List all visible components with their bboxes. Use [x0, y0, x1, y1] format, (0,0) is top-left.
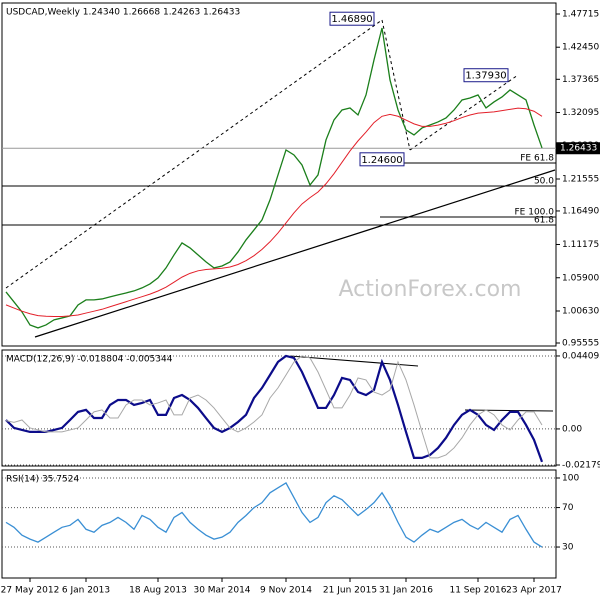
price-annotation: 1.24600	[361, 155, 402, 166]
series-line	[5, 482, 543, 548]
fib-level-label: 61.8	[534, 215, 554, 225]
y-tick-label: -0.021799	[562, 461, 600, 471]
y-tick-label: 0.00	[562, 424, 582, 434]
x-tick-label: 18 Aug 2013	[129, 586, 187, 596]
y-tick-label: 30	[562, 543, 574, 553]
trend-line	[34, 169, 556, 338]
price-annotation-box	[463, 68, 509, 83]
fib-level-label: 50.0	[534, 176, 554, 186]
y-tick-label: 0.044093	[562, 351, 600, 361]
x-tick-label: 11 Sep 2016	[449, 586, 506, 596]
price-annotation-box	[329, 11, 375, 26]
y-tick-label: 70	[562, 503, 574, 513]
series-line	[5, 107, 543, 318]
price-annotation: 1.46890	[331, 14, 372, 25]
y-tick-label: 1.21555	[562, 175, 599, 185]
x-tick-label: 30 Mar 2014	[193, 586, 250, 596]
panel-title: MACD(12,26,9) -0.018804 -0.005344	[6, 355, 173, 365]
y-tick-label: 1.32095	[562, 108, 599, 118]
fib-guide	[409, 74, 519, 151]
y-tick-label: 1.05900	[562, 273, 599, 283]
y-tick-label: 1.37365	[562, 75, 599, 85]
y-tick-label: 1.11175	[562, 240, 599, 250]
price-annotation: 1.37930	[465, 71, 506, 82]
panel-title: USDCAD,Weekly 1.24340 1.26668 1.24263 1.…	[6, 8, 240, 18]
x-tick-label: 23 Apr 2017	[506, 586, 562, 596]
divergence-line	[289, 355, 419, 367]
y-tick-label: 100	[562, 473, 579, 483]
y-tick-label: 0.95555	[562, 339, 599, 349]
last-price-box	[556, 142, 600, 155]
x-tick-label: 9 Nov 2014	[260, 586, 312, 596]
fib-level-label: FE 100.0	[515, 207, 555, 217]
x-tick-label: 27 May 2012	[1, 586, 60, 596]
panel-frame	[1, 2, 557, 347]
x-tick-label: 6 Jan 2013	[62, 586, 110, 596]
series-line	[5, 27, 543, 329]
panel-frame	[1, 349, 557, 467]
panel-frame	[1, 469, 557, 579]
y-tick-label: 1.16490	[562, 206, 599, 216]
last-price-label: 1.26433	[560, 144, 597, 154]
y-tick-label: 1.00630	[562, 306, 599, 316]
price-annotation-box	[359, 152, 405, 167]
watermark: ActionForex.com	[339, 277, 522, 302]
series-line	[5, 355, 543, 459]
x-tick-label: 21 Jun 2015	[323, 586, 377, 596]
panel-title: RSI(14) 35.7524	[6, 475, 79, 485]
series-line	[5, 354, 544, 463]
fib-level-label: FE 61.8	[520, 153, 554, 163]
x-tick-label: 31 Jan 2016	[379, 586, 433, 596]
y-tick-label: 1.42450	[562, 43, 599, 53]
fib-guide	[5, 19, 383, 289]
y-tick-label: 1.47715	[562, 10, 599, 20]
divergence-line	[464, 409, 554, 412]
